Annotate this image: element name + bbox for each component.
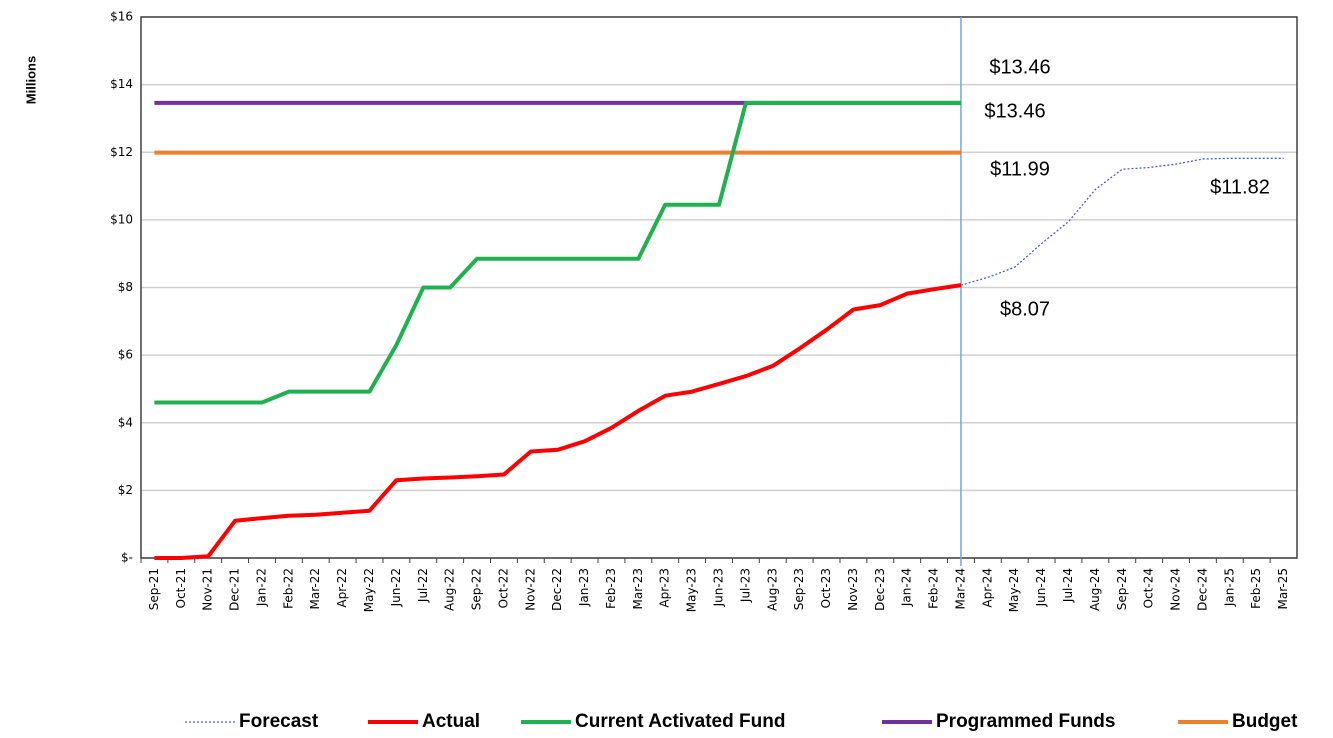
x-tick-label: Jan-25 — [1222, 568, 1236, 607]
legend-label: Current Activated Fund — [575, 711, 785, 732]
x-tick-label: Jan-22 — [254, 568, 268, 607]
x-tick-label: Apr-23 — [658, 568, 672, 608]
legend-label: Budget — [1232, 711, 1298, 732]
x-tick-label: Jan-24 — [900, 568, 914, 607]
annotation: $13.46 — [984, 100, 1045, 122]
x-tick-label: Sep-24 — [1115, 568, 1129, 610]
x-tick-label: Aug-22 — [443, 568, 457, 611]
x-tick-label: Feb-22 — [281, 568, 295, 609]
x-tick-label: Jul-23 — [738, 568, 752, 603]
x-tick-label: Nov-23 — [846, 568, 860, 611]
y-tick-label: $6 — [118, 348, 133, 362]
legend-label: Programmed Funds — [936, 711, 1115, 732]
series-line — [960, 157, 1284, 286]
x-tick-label: Feb-25 — [1249, 568, 1263, 609]
x-tick-label: Mar-22 — [308, 568, 322, 609]
x-tick-label: Feb-24 — [927, 568, 941, 609]
x-tick-label: Jun-22 — [389, 568, 403, 607]
x-tick-label: Jul-22 — [416, 568, 430, 603]
x-tick-label: Oct-21 — [174, 568, 188, 608]
x-tick-label: Dec-21 — [228, 568, 242, 611]
x-tick-label: Sep-21 — [147, 568, 161, 610]
y-tick-label: $- — [121, 551, 133, 565]
x-tick-label: May-24 — [1007, 568, 1021, 612]
x-tick-label: Jul-24 — [1061, 568, 1075, 603]
annotation: $11.99 — [990, 158, 1050, 180]
annotation: $11.82 — [1210, 176, 1270, 198]
x-tick-label: Oct-24 — [1142, 568, 1156, 608]
x-tick-label: Nov-21 — [201, 568, 215, 611]
y-tick-label: $10 — [110, 212, 133, 226]
x-tick-label: Jan-23 — [577, 568, 591, 607]
y-tick-label: $8 — [118, 280, 133, 294]
annotation: $8.07 — [1000, 298, 1050, 320]
x-tick-label: Nov-24 — [1169, 568, 1183, 611]
plot-border — [140, 16, 1298, 559]
y-tick-label: $4 — [118, 415, 133, 429]
legend-label: Forecast — [239, 711, 319, 732]
y-tick-label: $16 — [110, 10, 133, 24]
x-tick-label: Dec-23 — [873, 568, 887, 611]
annotation: $13.46 — [989, 56, 1050, 78]
x-tick-label: Jun-24 — [1034, 568, 1048, 607]
x-tick-label: May-22 — [362, 568, 376, 612]
y-tick-label: $2 — [118, 483, 133, 497]
x-tick-label: Jun-23 — [712, 568, 726, 607]
x-tick-label: Dec-22 — [550, 568, 564, 611]
y-axis-label: Millions — [23, 56, 38, 104]
x-tick-label: Sep-23 — [792, 568, 806, 610]
x-tick-label: Sep-22 — [470, 568, 484, 610]
y-tick-label: $14 — [110, 77, 133, 91]
x-tick-label: Nov-22 — [523, 568, 537, 611]
x-tick-label: May-23 — [685, 568, 699, 612]
x-tick-label: Aug-24 — [1088, 568, 1102, 611]
x-tick-label: Apr-24 — [980, 568, 994, 608]
x-tick-label: Mar-25 — [1276, 568, 1290, 609]
x-tick-label: Aug-23 — [765, 568, 779, 611]
series-line — [154, 283, 962, 560]
x-tick-label: Mar-24 — [953, 568, 967, 609]
legend-label: Actual — [422, 711, 480, 732]
x-tick-label: Dec-24 — [1195, 568, 1209, 611]
x-tick-label: Oct-22 — [496, 568, 510, 608]
y-tick-label: $12 — [110, 145, 133, 159]
x-tick-label: Feb-23 — [604, 568, 618, 609]
x-tick-label: Mar-23 — [631, 568, 645, 609]
x-tick-label: Apr-22 — [335, 568, 349, 608]
x-tick-label: Oct-23 — [819, 568, 833, 608]
series-line — [154, 100, 961, 405]
